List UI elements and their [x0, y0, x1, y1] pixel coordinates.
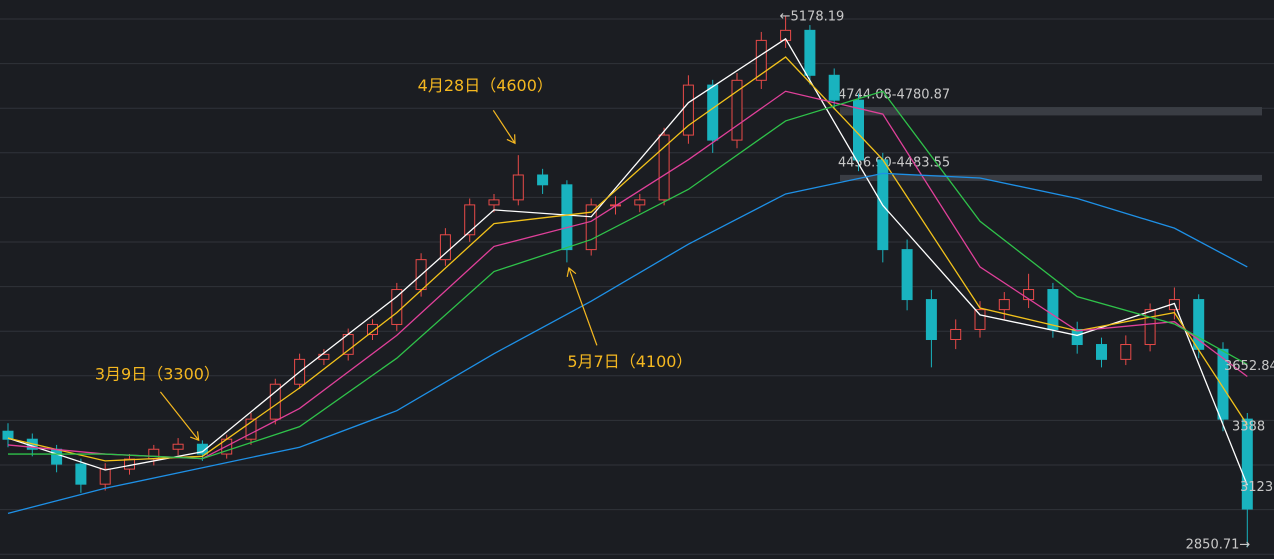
- candle-body: [148, 448, 160, 460]
- arrow-head: [190, 431, 200, 442]
- candle-body: [464, 204, 476, 236]
- end-label: 3652.84: [1224, 359, 1274, 374]
- candle-body: [780, 29, 792, 41]
- candle-body: [172, 443, 184, 450]
- end-label: 3388: [1232, 419, 1265, 434]
- candle-body: [439, 234, 451, 261]
- candle-body: [488, 199, 500, 206]
- candle-body: [391, 289, 403, 325]
- arrow-head: [506, 134, 516, 145]
- candle-body: [99, 468, 111, 485]
- candle-body: [1120, 344, 1132, 360]
- candle-body: [1071, 328, 1083, 346]
- end-label: 3123: [1240, 480, 1273, 495]
- candle-body: [512, 174, 524, 201]
- candle-body: [537, 174, 549, 186]
- candle-body: [75, 463, 87, 485]
- candle-body: [367, 323, 378, 335]
- low-arrow: →: [1239, 537, 1250, 552]
- price-zone: [840, 174, 1262, 181]
- high-value: 5178.19: [791, 9, 845, 24]
- candle-body: [828, 74, 840, 101]
- candle-body: [1144, 309, 1156, 346]
- candle-body: [658, 134, 670, 201]
- annotation-arrow: [492, 109, 516, 144]
- low-label: 2850.71→: [1186, 537, 1251, 552]
- annotation-arrow: [568, 267, 598, 346]
- candle-body: [1096, 344, 1107, 360]
- high-label: ←5178.19: [780, 9, 845, 24]
- arrow-head: [566, 266, 577, 277]
- candle-body: [196, 443, 208, 455]
- annotation: 5月7日（4100）: [567, 352, 692, 371]
- ma-line: [7, 172, 1248, 514]
- candle-body: [585, 204, 597, 251]
- candle-body: [974, 309, 986, 330]
- candle-body: [901, 249, 913, 301]
- annotation-arrow: [159, 391, 200, 441]
- ma-line: [7, 37, 1248, 486]
- candle-body: [925, 299, 937, 341]
- candle-body: [2, 430, 14, 440]
- candle-body: [124, 458, 135, 470]
- candle-body: [245, 418, 257, 440]
- annotation: 4月28日（4600）: [418, 76, 553, 95]
- ma-line: [7, 56, 1248, 462]
- candle-body: [1217, 348, 1229, 420]
- candle-body: [1241, 418, 1253, 510]
- candle-body: [51, 448, 63, 465]
- candle-body: [1023, 289, 1035, 301]
- ma-line: [7, 90, 1248, 460]
- candle-body: [731, 79, 743, 141]
- ma-line: [8, 90, 1248, 460]
- candle-body: [561, 184, 573, 251]
- candle-body: [755, 39, 767, 81]
- low-value: 2850.71: [1186, 537, 1240, 552]
- zone-label: 4744.08-4780.87: [838, 88, 950, 103]
- price-zone: [840, 107, 1262, 116]
- candle-body: [1047, 289, 1059, 330]
- candle-body: [634, 199, 646, 206]
- candle-body: [998, 299, 1010, 311]
- candle-body: [804, 29, 816, 76]
- candle-body: [950, 328, 962, 341]
- zone-label: 4456.90-4483.55: [838, 155, 950, 170]
- candle-body: [682, 84, 694, 136]
- candle-body: [707, 84, 719, 141]
- annotation: 3月9日（3300）: [95, 364, 220, 383]
- candle-body: [853, 99, 864, 161]
